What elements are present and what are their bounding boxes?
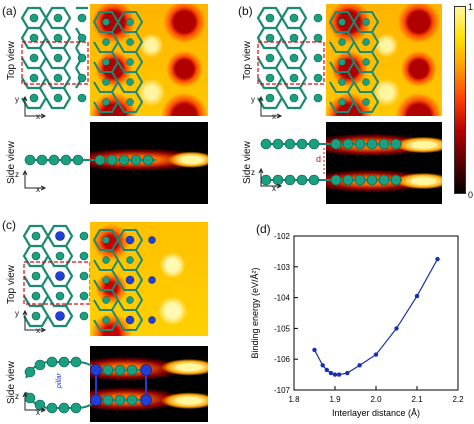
overlay-structure-c bbox=[92, 229, 156, 331]
data-point bbox=[373, 352, 379, 357]
colorbar-min-label: 0 bbox=[468, 190, 474, 200]
unit-cell-box bbox=[257, 41, 325, 85]
data-point bbox=[394, 326, 399, 331]
top-view-label-b: Top view bbox=[242, 41, 253, 80]
pillar-atoms bbox=[55, 231, 65, 321]
lattice-bonds bbox=[20, 6, 88, 110]
data-point bbox=[332, 372, 338, 377]
axis-icon-a-side bbox=[22, 170, 47, 191]
axis-x-b-side: x bbox=[272, 184, 276, 193]
data-point bbox=[336, 372, 342, 377]
axis-icon-b-side bbox=[258, 168, 283, 189]
side-structure-c bbox=[24, 356, 152, 414]
data-point bbox=[324, 367, 329, 373]
data-point bbox=[435, 256, 440, 262]
y-tick-label: -102 bbox=[274, 232, 291, 241]
panel-d: (d) 1.8 1.9 2.0 2.1 2.2 -102 -103 -104 -105 -106 -… bbox=[236, 212, 474, 424]
panel-label-c: (c) bbox=[2, 218, 16, 232]
x-axis-label: Interlayer distance (Å) bbox=[332, 408, 420, 418]
atomic-structure-top-a bbox=[20, 6, 89, 110]
data-point bbox=[320, 363, 325, 368]
axis-y-c: y bbox=[15, 309, 19, 318]
panel-label-a: (a) bbox=[2, 4, 17, 18]
axis-z-b: z bbox=[251, 168, 255, 177]
x-tick-label: 2.1 bbox=[411, 395, 423, 404]
data-point bbox=[414, 293, 420, 299]
axis-x-b: x bbox=[272, 112, 276, 121]
panel-a: (a) Top view Side view y x bbox=[0, 0, 236, 212]
axis-z-c: z bbox=[15, 392, 19, 401]
y-tick-label: -107 bbox=[274, 386, 291, 395]
pillar-atoms-side bbox=[90, 364, 152, 406]
panel-b: (b) Top view Side view y x bbox=[236, 0, 474, 212]
series-line bbox=[313, 258, 439, 376]
overlay-structure-b bbox=[328, 11, 380, 113]
binding-energy-chart: 1.8 1.9 2.0 2.1 2.2 -102 -103 -104 -105 -106 -107 I… bbox=[250, 232, 464, 418]
axis-y-b: y bbox=[251, 95, 255, 104]
overlay-structure-a bbox=[92, 11, 144, 113]
x-tick-label: 2.2 bbox=[452, 395, 464, 404]
top-view-label-c: Top view bbox=[6, 265, 17, 304]
colorbar-max-label: 1 bbox=[468, 2, 474, 12]
data-point bbox=[312, 347, 317, 353]
x-tick-label: 2.0 bbox=[370, 395, 382, 404]
axis-x-c-side: x bbox=[36, 408, 40, 417]
axis-x-a-side: x bbox=[36, 185, 40, 194]
axis-y-a: y bbox=[15, 95, 19, 104]
axis-z-a: z bbox=[15, 170, 19, 179]
interlayer-symbol: d bbox=[316, 154, 322, 164]
y-tick-label: -105 bbox=[274, 324, 291, 333]
axis-icon-c-top bbox=[22, 310, 47, 333]
y-axis-label: Binding energy (eV/Å²) bbox=[250, 267, 260, 358]
axis-icon-c-side bbox=[22, 392, 47, 413]
colorbar bbox=[454, 6, 466, 194]
data-point bbox=[357, 363, 362, 368]
atomic-structure-top-b bbox=[256, 6, 325, 110]
y-tick-label: -103 bbox=[274, 263, 291, 272]
data-point bbox=[328, 370, 334, 376]
y-tick-label: -104 bbox=[274, 294, 291, 303]
top-view-label-a: Top view bbox=[6, 41, 17, 80]
charge-density-side-b bbox=[326, 122, 442, 204]
lattice-atoms bbox=[29, 13, 87, 103]
charge-density-side-c bbox=[90, 346, 208, 422]
panel-c: (c) Top view Side view y x bbox=[0, 212, 236, 424]
x-tick-label: 1.9 bbox=[329, 395, 341, 404]
plot-frame bbox=[293, 235, 459, 391]
panel-label-b: (b) bbox=[238, 4, 253, 18]
y-tick-label: -106 bbox=[274, 355, 291, 364]
side-structure-a bbox=[24, 154, 156, 166]
panel-label-d: (d) bbox=[256, 222, 271, 236]
x-tick-label: 1.8 bbox=[288, 395, 300, 404]
side-view-label-b: Side view bbox=[242, 141, 253, 184]
unit-cell-box bbox=[21, 41, 89, 85]
data-point bbox=[345, 370, 350, 376]
axis-icon-a-top bbox=[22, 96, 47, 119]
pillar-label: pillar bbox=[56, 373, 63, 388]
axis-x-c: x bbox=[36, 326, 40, 335]
axis-icon-b-top bbox=[258, 96, 283, 119]
axis-x-a: x bbox=[36, 112, 40, 121]
